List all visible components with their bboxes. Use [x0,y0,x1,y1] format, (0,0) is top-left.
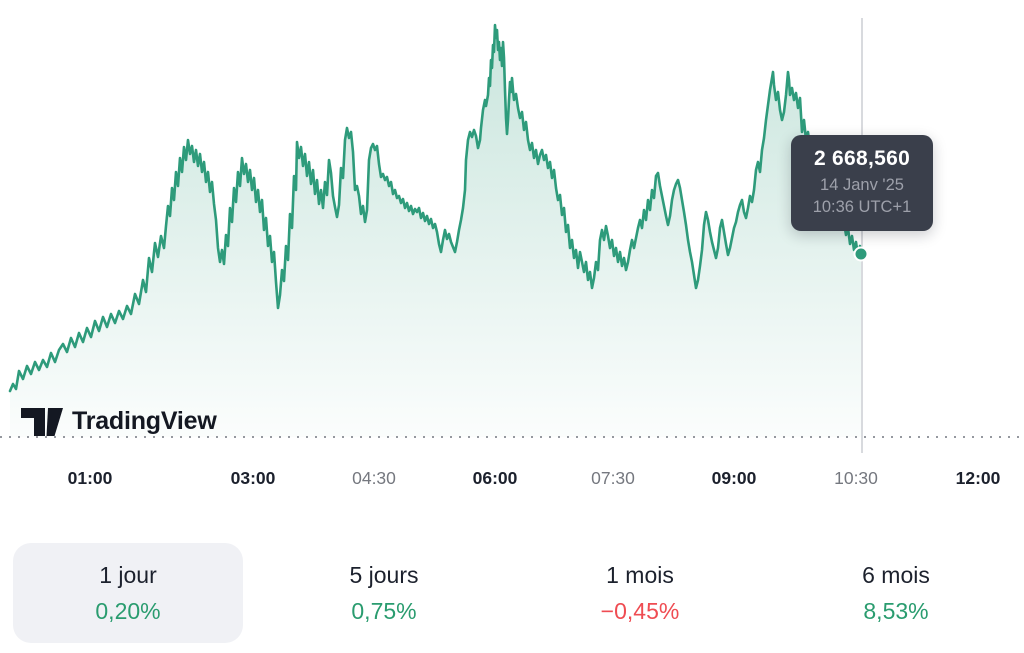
x-axis-tick: 07:30 [591,468,635,488]
tab-change-badge: −0,45% [600,597,680,624]
x-axis: 01:00 03:00 04:30 06:00 07:30 09:00 10:30 12:00 [0,455,1024,503]
cursor-dot [853,246,869,262]
tradingview-logo-text: TradingView [72,407,217,435]
tab-label: 5 jours [349,561,419,588]
tab-change-badge: 0,20% [95,597,161,624]
tooltip-time: 10:36 UTC+1 [812,198,912,216]
x-axis-tick: 12:00 [955,468,1001,488]
tradingview-logo-icon [21,407,63,436]
tab-1-jour[interactable]: 1 jour 0,20% [13,543,243,643]
tab-change-badge: 8,53% [863,597,929,624]
tab-6-mois[interactable]: 6 mois 8,53% [781,543,1011,643]
x-axis-tick: 06:00 [472,468,518,488]
tab-change-badge: 0,75% [351,597,417,624]
tooltip-price: 2 668,560 [813,147,911,171]
tab-label: 6 mois [862,561,930,588]
price-area-chart [0,18,1024,453]
x-axis-tick: 04:30 [352,468,396,488]
x-axis-tick: 01:00 [67,468,113,488]
price-line [8,23,863,393]
tab-5-jours[interactable]: 5 jours 0,75% [269,543,499,643]
x-axis-tick: 10:30 [834,468,878,488]
tab-label: 1 mois [606,561,674,588]
x-axis-tick: 03:00 [230,468,276,488]
tradingview-logo[interactable]: TradingView [21,407,217,436]
crosshair-tooltip: 2 668,560 14 Janv '25 10:36 UTC+1 [791,135,933,231]
range-tabs: 1 jour 0,20% 5 jours 0,75% 1 mois −0,45%… [0,543,1024,643]
tab-1-mois[interactable]: 1 mois −0,45% [525,543,755,643]
chart-canvas[interactable]: 2 668,560 14 Janv '25 10:36 UTC+1 Tradin… [0,0,1024,455]
tooltip-date: 14 Janv '25 [820,176,904,195]
x-axis-tick: 09:00 [711,468,757,488]
tab-label: 1 jour [99,561,157,588]
